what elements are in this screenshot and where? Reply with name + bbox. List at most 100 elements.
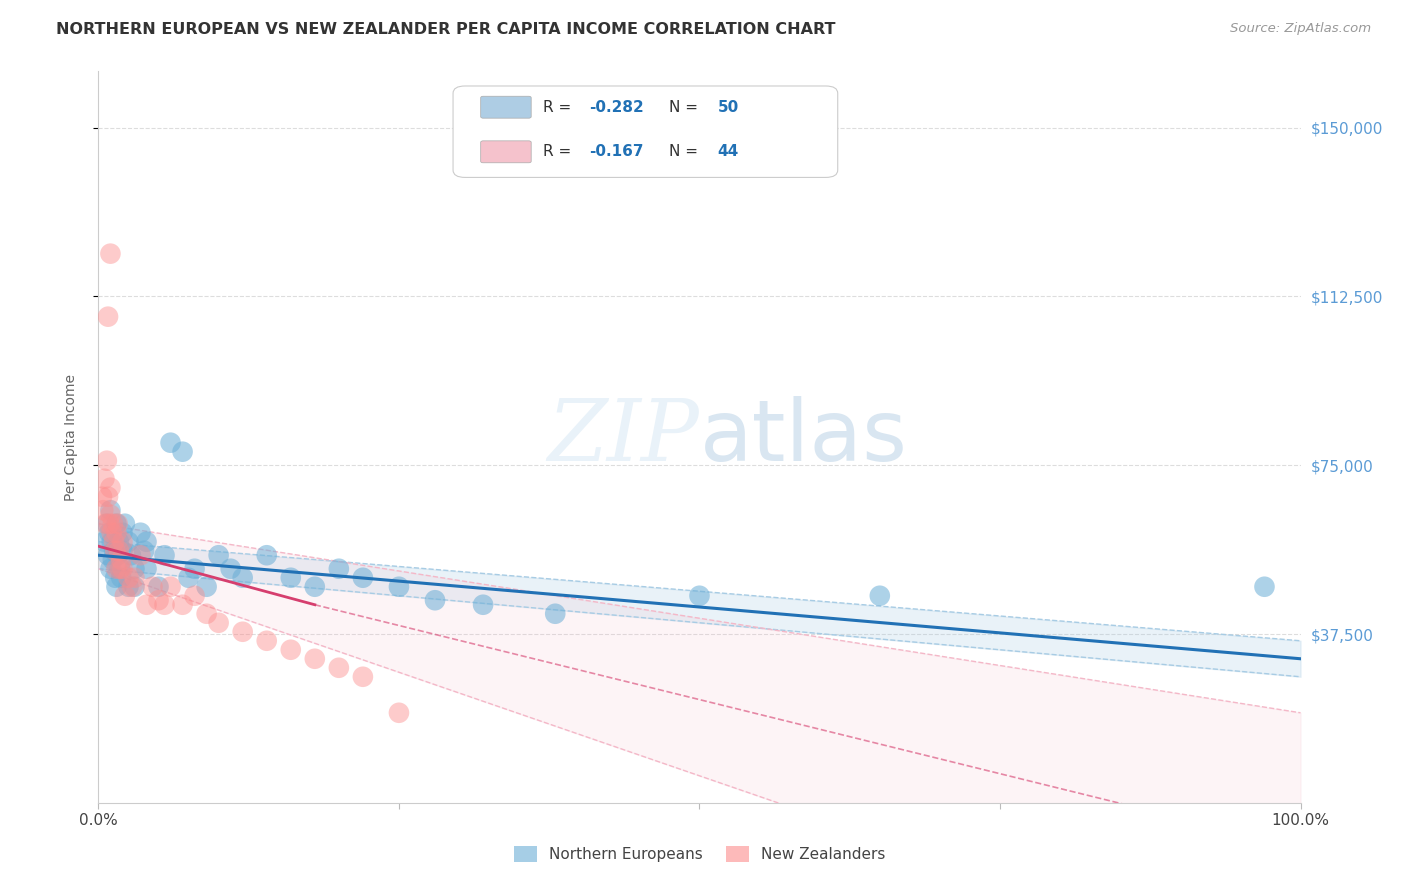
- Point: [183, 589, 205, 603]
- Point: [97, 310, 120, 324]
- Point: [256, 548, 278, 562]
- Text: atlas: atlas: [700, 395, 907, 479]
- Point: [153, 598, 176, 612]
- Point: [105, 516, 128, 531]
- Point: [280, 642, 302, 657]
- Point: [195, 607, 218, 621]
- Point: [135, 562, 157, 576]
- Point: [114, 589, 136, 603]
- FancyBboxPatch shape: [481, 141, 531, 162]
- Point: [256, 633, 278, 648]
- Point: [101, 516, 124, 531]
- Point: [104, 543, 127, 558]
- Point: [304, 652, 326, 666]
- FancyBboxPatch shape: [481, 96, 531, 118]
- Point: [219, 562, 242, 576]
- Point: [93, 472, 115, 486]
- Point: [100, 534, 122, 549]
- Point: [141, 580, 163, 594]
- Point: [117, 534, 139, 549]
- Point: [124, 562, 146, 576]
- Point: [97, 490, 120, 504]
- Point: [111, 534, 134, 549]
- Text: -0.282: -0.282: [589, 100, 644, 115]
- Point: [100, 481, 122, 495]
- Point: [111, 525, 134, 540]
- Point: [388, 706, 411, 720]
- Point: [107, 516, 129, 531]
- Point: [172, 598, 194, 612]
- Text: R =: R =: [543, 145, 576, 160]
- Point: [114, 516, 136, 531]
- Legend: Northern Europeans, New Zealanders: Northern Europeans, New Zealanders: [508, 840, 891, 868]
- Point: [172, 444, 194, 458]
- Point: [153, 548, 176, 562]
- Point: [129, 525, 152, 540]
- Point: [208, 548, 231, 562]
- Point: [132, 543, 155, 558]
- Point: [105, 580, 128, 594]
- Point: [304, 580, 326, 594]
- Point: [107, 548, 129, 562]
- Point: [100, 508, 122, 522]
- Point: [148, 593, 170, 607]
- Point: [100, 562, 122, 576]
- Point: [1253, 580, 1275, 594]
- Point: [103, 534, 125, 549]
- Point: [472, 598, 495, 612]
- Text: R =: R =: [543, 100, 576, 115]
- Point: [94, 516, 117, 531]
- Text: N =: N =: [669, 100, 703, 115]
- Point: [105, 525, 128, 540]
- Point: [97, 548, 120, 562]
- Point: [159, 435, 181, 450]
- Point: [93, 534, 115, 549]
- Point: [98, 525, 121, 540]
- Point: [183, 562, 205, 576]
- Point: [148, 580, 170, 594]
- Point: [195, 580, 218, 594]
- Y-axis label: Per Capita Income: Per Capita Income: [63, 374, 77, 500]
- Point: [117, 580, 139, 594]
- Point: [544, 607, 567, 621]
- Point: [100, 246, 122, 260]
- Text: ZIP: ZIP: [547, 396, 700, 478]
- Point: [869, 589, 891, 603]
- Point: [108, 562, 131, 576]
- Point: [135, 534, 157, 549]
- Point: [105, 562, 128, 576]
- Point: [98, 516, 121, 531]
- Point: [352, 571, 374, 585]
- Point: [111, 543, 134, 558]
- Point: [352, 670, 374, 684]
- Point: [104, 571, 127, 585]
- Point: [232, 624, 254, 639]
- Text: NORTHERN EUROPEAN VS NEW ZEALANDER PER CAPITA INCOME CORRELATION CHART: NORTHERN EUROPEAN VS NEW ZEALANDER PER C…: [56, 22, 835, 37]
- Text: -0.167: -0.167: [589, 145, 644, 160]
- Point: [108, 562, 131, 576]
- Point: [103, 543, 125, 558]
- Point: [96, 516, 118, 531]
- Point: [101, 553, 124, 567]
- Point: [108, 543, 131, 558]
- FancyBboxPatch shape: [453, 86, 838, 178]
- Point: [100, 503, 122, 517]
- Point: [108, 534, 131, 549]
- Point: [124, 580, 146, 594]
- Point: [280, 571, 302, 585]
- Text: Source: ZipAtlas.com: Source: ZipAtlas.com: [1230, 22, 1371, 36]
- Point: [110, 553, 132, 567]
- Point: [111, 562, 134, 576]
- Point: [91, 490, 114, 504]
- Point: [388, 580, 411, 594]
- Point: [689, 589, 711, 603]
- Point: [135, 598, 157, 612]
- Point: [208, 615, 231, 630]
- Text: 50: 50: [717, 100, 738, 115]
- Point: [121, 580, 143, 594]
- Text: 44: 44: [717, 145, 738, 160]
- Point: [232, 571, 254, 585]
- Point: [177, 571, 200, 585]
- Point: [423, 593, 446, 607]
- Point: [96, 453, 118, 467]
